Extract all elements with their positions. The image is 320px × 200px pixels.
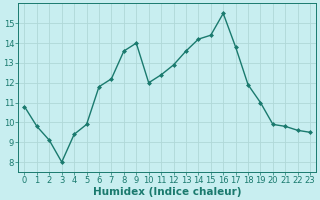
- X-axis label: Humidex (Indice chaleur): Humidex (Indice chaleur): [93, 187, 242, 197]
